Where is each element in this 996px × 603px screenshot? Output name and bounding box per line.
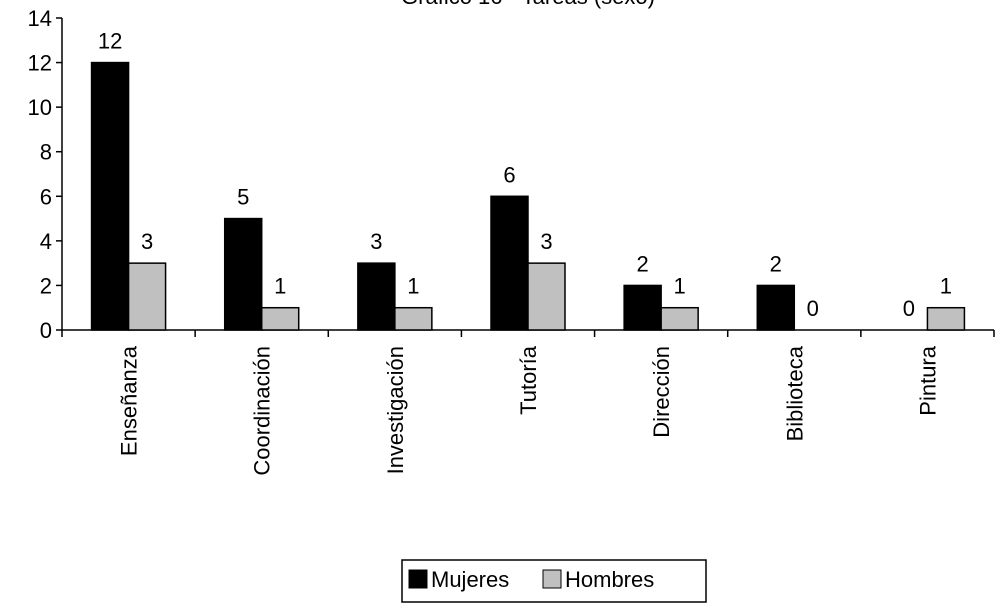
data-label-mujeres-1: 5 [237,185,249,210]
data-label-hombres-5: 0 [807,296,819,321]
bar-mujeres-5 [756,284,796,331]
y-tick-label: 6 [40,184,52,209]
y-tick-label: 14 [28,6,52,31]
chart-legend: Mujeres Hombres [401,559,707,603]
bar-hombres-3 [527,262,566,331]
legend-swatch-hombres [542,569,562,589]
data-label-mujeres-4: 2 [637,251,649,276]
y-tick-label: 0 [40,318,52,343]
chart-bars [90,61,966,331]
bar-hombres-4 [660,306,699,331]
data-label-hombres-0: 3 [141,229,153,254]
data-label-mujeres-3: 6 [503,162,515,187]
chart-title: Gráfico 16 - Tareas (sexo) [401,0,655,9]
legend-label-hombres: Hombres [565,567,654,592]
y-tick-label: 2 [40,273,52,298]
category-label: Coordinación [250,346,275,476]
data-label-mujeres-0: 12 [98,29,122,54]
y-tick-label: 4 [40,229,52,254]
bar-mujeres-2 [357,262,396,331]
y-tick-label: 12 [28,51,52,76]
bar-mujeres-4 [623,284,662,331]
chart-category-labels: Enseñanza Coordinación Investigación Tutorí… [117,345,941,475]
bar-mujeres-3 [490,195,529,331]
bar-hombres-1 [260,306,300,331]
data-label-hombres-3: 3 [540,229,552,254]
data-label-hombres-6: 1 [940,274,952,299]
y-tick-label: 8 [40,140,52,165]
category-label: Biblioteca [782,345,807,441]
bar-mujeres-1 [223,217,263,331]
legend-swatch-mujeres [408,569,428,589]
category-label: Enseñanza [117,345,142,456]
data-label-mujeres-6: 0 [903,296,915,321]
data-label-hombres-1: 1 [274,274,286,299]
bar-hombres-0 [127,262,167,331]
category-label: Dirección [649,346,674,438]
bar-mujeres-0 [90,61,130,331]
category-label: Tutoría [516,345,541,415]
bar-hombres-6 [926,306,966,331]
bar-hombres-2 [394,306,433,331]
y-tick-label: 10 [28,95,52,120]
data-label-hombres-4: 1 [674,274,686,299]
data-label-mujeres-2: 3 [370,229,382,254]
category-label: Investigación [383,346,408,474]
data-label-mujeres-5: 2 [770,251,782,276]
legend-label-mujeres: Mujeres [431,567,509,592]
data-label-hombres-2: 1 [407,274,419,299]
category-label: Pintura [915,345,940,415]
